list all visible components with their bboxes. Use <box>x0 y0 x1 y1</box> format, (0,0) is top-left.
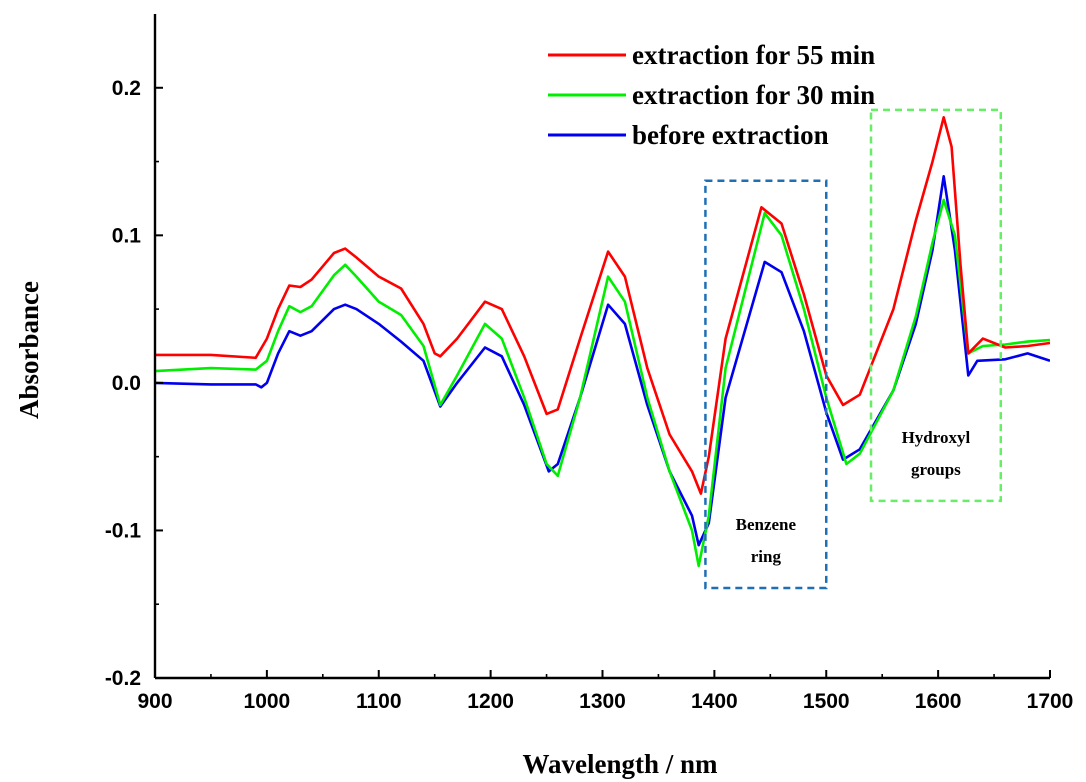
annotation-text-1-0: Hydroxyl <box>902 428 971 447</box>
y-axis-title: Absorbance <box>14 281 44 419</box>
legend-label-2: before extraction <box>632 120 829 150</box>
series-line-1 <box>155 198 1050 568</box>
x-tick-label-3: 1200 <box>467 690 514 713</box>
x-tick-label-1: 1000 <box>244 690 291 713</box>
annotation-layer: Benzene ring Hydroxyl groups <box>704 108 1003 590</box>
y-tick-label-2: 0.0 <box>112 372 141 395</box>
annotation-box-1 <box>869 108 1003 503</box>
legend: extraction for 55 min extraction for 30 m… <box>548 40 875 150</box>
series-line-2 <box>155 175 1050 547</box>
x-tick-label-2: 1100 <box>356 690 402 713</box>
y-tick-label-4: 0.2 <box>112 77 141 100</box>
x-tick-label-0: 900 <box>137 690 172 713</box>
y-tick-label-1: -0.1 <box>105 519 142 542</box>
plot-area <box>155 116 1050 568</box>
x-tick-label-8: 1700 <box>1027 690 1074 713</box>
x-tick-label-7: 1600 <box>915 690 962 713</box>
legend-label-1: extraction for 30 min <box>632 80 875 110</box>
x-tick-label-5: 1400 <box>691 690 738 713</box>
series-line-0 <box>155 116 1050 495</box>
annotation-text-1-1: groups <box>911 460 961 479</box>
legend-label-0: extraction for 55 min <box>632 40 875 70</box>
annotation-text-0-1: ring <box>751 547 782 566</box>
x-tick-label-6: 1500 <box>803 690 850 713</box>
annotation-box-0 <box>704 179 828 590</box>
x-tick-label-4: 1300 <box>579 690 626 713</box>
annotation-text-0-0: Benzene <box>736 515 797 534</box>
y-tick-label-3: 0.1 <box>112 224 142 247</box>
x-axis-title: Wavelength / nm <box>522 749 718 779</box>
axes: 900 1000 1100 1200 1300 1400 1500 1600 1700 -0.2 -… <box>105 14 1074 713</box>
y-tick-label-0: -0.2 <box>105 667 141 690</box>
